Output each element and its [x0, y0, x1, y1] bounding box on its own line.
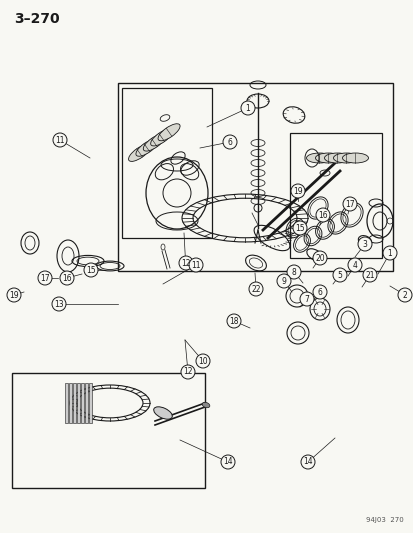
- Circle shape: [84, 263, 98, 277]
- Circle shape: [189, 258, 202, 272]
- Circle shape: [382, 246, 396, 260]
- Text: 15: 15: [86, 265, 95, 274]
- Circle shape: [357, 237, 371, 251]
- Text: 4: 4: [352, 261, 356, 270]
- Text: 16: 16: [318, 211, 327, 220]
- Bar: [12, 373, 204, 488]
- Circle shape: [248, 282, 262, 296]
- Circle shape: [312, 285, 326, 299]
- Ellipse shape: [153, 407, 172, 419]
- Text: 19: 19: [292, 187, 302, 196]
- Text: 1: 1: [245, 103, 250, 112]
- Text: 9: 9: [281, 277, 286, 286]
- Circle shape: [292, 221, 306, 235]
- Text: 6: 6: [317, 287, 322, 296]
- Text: 15: 15: [294, 223, 304, 232]
- Circle shape: [53, 133, 67, 147]
- Bar: [89, 383, 92, 423]
- Text: 18: 18: [229, 317, 238, 326]
- Text: 17: 17: [344, 199, 354, 208]
- Circle shape: [195, 354, 209, 368]
- Ellipse shape: [158, 124, 180, 141]
- Text: 3: 3: [362, 239, 367, 248]
- Circle shape: [397, 288, 411, 302]
- Bar: [85, 383, 88, 423]
- Text: 20: 20: [314, 254, 324, 262]
- Ellipse shape: [324, 153, 350, 163]
- Circle shape: [300, 455, 314, 469]
- Ellipse shape: [135, 139, 158, 156]
- Bar: [65, 383, 68, 423]
- Text: 19: 19: [9, 290, 19, 300]
- Text: 14: 14: [302, 457, 312, 466]
- Text: 11: 11: [191, 261, 200, 270]
- Text: 14: 14: [223, 457, 232, 466]
- Text: 94J03  270: 94J03 270: [366, 517, 403, 523]
- Ellipse shape: [333, 153, 358, 163]
- Ellipse shape: [150, 129, 172, 146]
- Text: 6: 6: [227, 138, 232, 147]
- Circle shape: [286, 265, 300, 279]
- Text: 1: 1: [387, 248, 392, 257]
- Ellipse shape: [306, 153, 332, 163]
- Bar: [289, 133, 381, 258]
- Circle shape: [7, 288, 21, 302]
- Circle shape: [178, 256, 192, 270]
- Circle shape: [226, 314, 240, 328]
- Text: 12: 12: [181, 259, 190, 268]
- Text: 2: 2: [402, 290, 406, 300]
- Text: 17: 17: [40, 273, 50, 282]
- Circle shape: [312, 251, 326, 265]
- Text: 13: 13: [54, 300, 64, 309]
- Ellipse shape: [202, 402, 209, 408]
- Bar: [81, 383, 84, 423]
- Circle shape: [332, 268, 346, 282]
- Circle shape: [299, 292, 313, 306]
- Ellipse shape: [342, 153, 368, 163]
- Bar: [118, 83, 392, 271]
- Ellipse shape: [143, 134, 165, 151]
- Circle shape: [342, 197, 356, 211]
- Text: 16: 16: [62, 273, 71, 282]
- Circle shape: [221, 455, 235, 469]
- Circle shape: [276, 274, 290, 288]
- Text: 7: 7: [304, 295, 309, 303]
- Circle shape: [52, 297, 66, 311]
- Text: 5: 5: [337, 271, 342, 279]
- Bar: [69, 383, 72, 423]
- Text: 8: 8: [291, 268, 296, 277]
- Circle shape: [347, 258, 361, 272]
- Bar: [77, 383, 80, 423]
- Circle shape: [223, 135, 236, 149]
- Text: 12: 12: [183, 367, 192, 376]
- Bar: [122, 88, 211, 238]
- Text: 21: 21: [364, 271, 374, 279]
- Text: 11: 11: [55, 135, 64, 144]
- Text: 10: 10: [198, 357, 207, 366]
- Circle shape: [60, 271, 74, 285]
- Circle shape: [290, 184, 304, 198]
- Text: 3–270: 3–270: [14, 12, 59, 26]
- Text: 22: 22: [251, 285, 260, 294]
- Bar: [73, 383, 76, 423]
- Circle shape: [315, 208, 329, 222]
- Circle shape: [362, 268, 376, 282]
- Ellipse shape: [315, 153, 341, 163]
- Circle shape: [180, 365, 195, 379]
- Ellipse shape: [128, 144, 150, 161]
- Circle shape: [38, 271, 52, 285]
- Circle shape: [240, 101, 254, 115]
